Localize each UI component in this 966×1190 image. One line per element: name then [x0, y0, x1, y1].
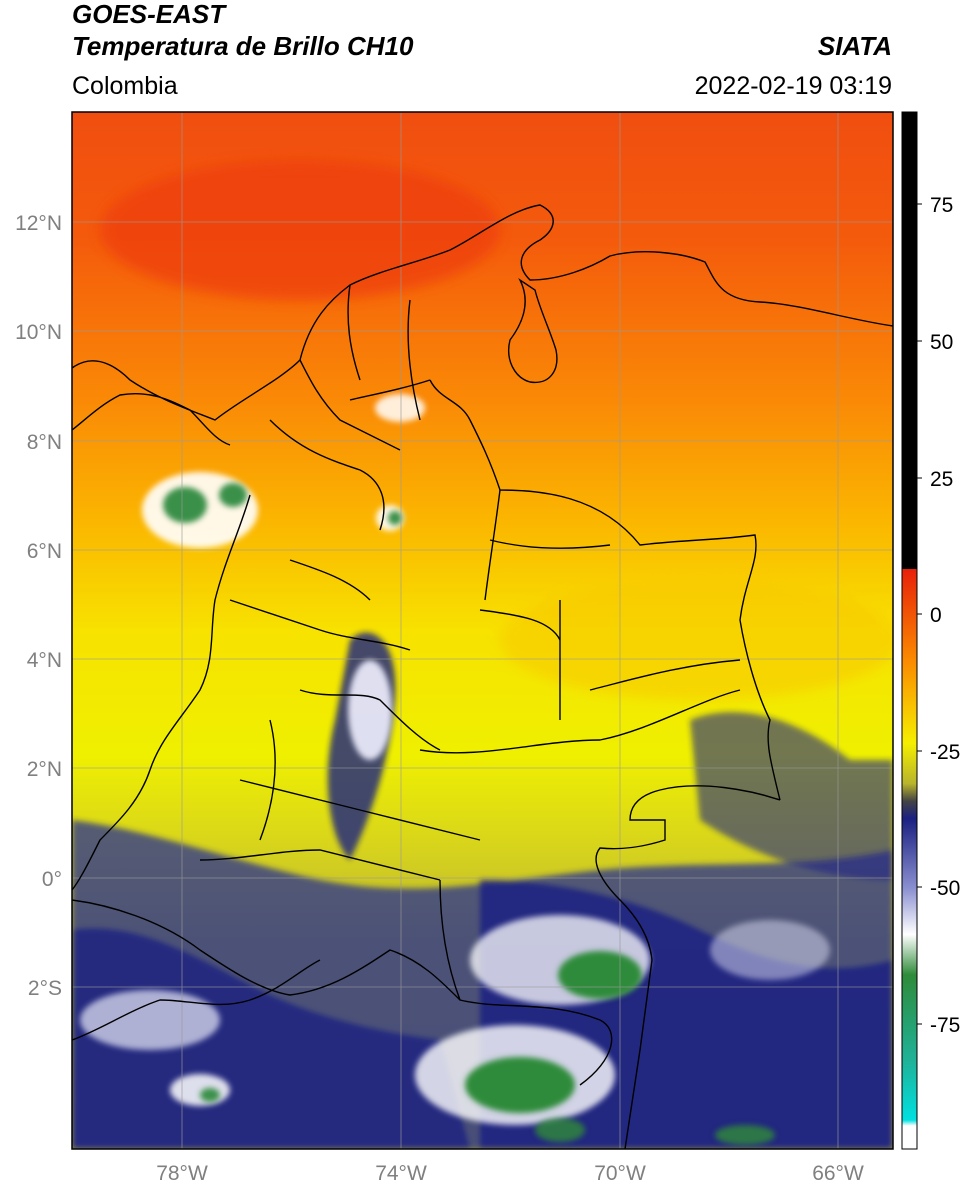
lon-tick-label: 66°W	[812, 1162, 864, 1185]
lat-tick-label: 6°N	[27, 540, 62, 563]
colorbar-tick-label: -50	[930, 877, 960, 900]
colorbar-tick-label: 50	[930, 331, 953, 354]
timestamp: 2022-02-19 03:19	[694, 72, 892, 100]
colorbar-frame	[901, 111, 918, 1150]
agency-label: SIATA	[817, 31, 892, 61]
lat-tick-label: 12°N	[15, 212, 62, 235]
lat-tick-label: 8°N	[27, 431, 62, 454]
colorbar: 75 50 25 0 -25 -50 -75	[901, 111, 960, 1150]
colorbar-black-segment	[902, 112, 917, 569]
colorbar-tick-label: 25	[930, 468, 953, 491]
graticule	[72, 112, 893, 1149]
region-label: Colombia	[72, 72, 178, 100]
colorbar-tick-label: -75	[930, 1014, 960, 1037]
brightness-temperature-field	[72, 112, 893, 1149]
lon-tick-label: 74°W	[375, 1162, 427, 1185]
satellite-title: GOES-EAST	[72, 0, 226, 29]
product-title: Temperatura de Brillo CH10	[72, 31, 414, 61]
lon-tick-label: 70°W	[594, 1162, 646, 1185]
colorbar-tick-label: -25	[930, 741, 960, 764]
longitude-axis: 78°W 74°W 70°W 66°W	[156, 1162, 864, 1185]
colorbar-gradient	[902, 569, 917, 1149]
map-frame	[71, 111, 894, 1150]
lat-tick-label: 0°	[42, 868, 62, 891]
colorbar-tick-label: 0	[930, 604, 942, 627]
lat-tick-label: 2°N	[27, 758, 62, 781]
latitude-axis: 12°N 10°N 8°N 6°N 4°N 2°N 0° 2°S	[15, 212, 62, 1000]
lat-tick-label: 4°N	[27, 649, 62, 672]
lon-tick-label: 78°W	[156, 1162, 208, 1185]
country-borders	[72, 204, 893, 1149]
lat-tick-label: 2°S	[28, 977, 62, 1000]
colorbar-tick-label: 75	[930, 194, 953, 217]
lat-tick-label: 10°N	[15, 321, 62, 344]
